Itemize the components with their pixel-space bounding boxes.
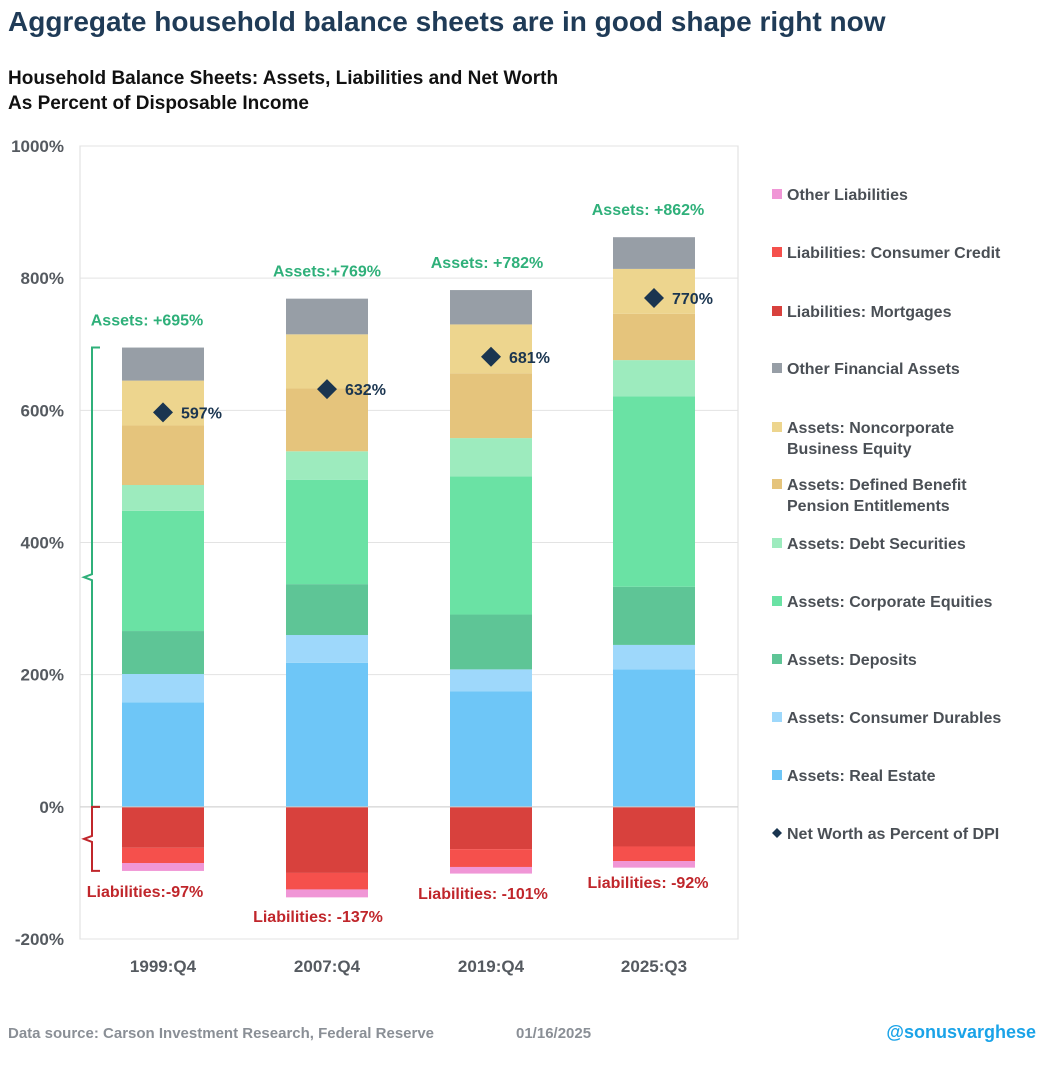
y-tick-label: 1000% — [11, 137, 64, 156]
legend-label: Assets: Debt Securities — [787, 536, 966, 553]
net-worth-label: 597% — [181, 405, 222, 422]
legend-swatch — [772, 189, 782, 199]
net-worth-label: 681% — [509, 350, 550, 367]
liabilities-total-label: Liabilities: -137% — [253, 909, 383, 926]
net-worth-label: 770% — [672, 291, 713, 308]
bar-segment — [613, 669, 695, 807]
legend-swatch — [772, 363, 782, 373]
bar-segment — [122, 847, 204, 864]
bar-segment — [613, 846, 695, 862]
legend-label: Liabilities: Consumer Credit — [787, 245, 1001, 262]
legend-swatch — [772, 712, 782, 722]
bar-segment — [122, 510, 204, 632]
bar-segment — [286, 451, 368, 480]
legend-swatch — [772, 247, 782, 257]
y-tick-label: 800% — [21, 269, 64, 288]
legend-swatch — [772, 538, 782, 548]
legend-swatch — [772, 770, 782, 780]
bar-segment — [286, 584, 368, 636]
legend-swatch-diamond — [772, 828, 782, 838]
page-headline: Aggregate household balance sheets are i… — [8, 6, 886, 37]
legend-label: Assets: Corporate Equities — [787, 594, 992, 611]
legend-label: Liabilities: Mortgages — [787, 304, 952, 321]
bar-segment — [122, 806, 204, 848]
liabilities-total-label: Liabilities:-97% — [87, 884, 203, 901]
net-worth-label: 632% — [345, 382, 386, 399]
bar-segment — [450, 866, 532, 874]
net-worth-marker — [644, 287, 664, 308]
assets-total-label: Assets: +695% — [91, 313, 204, 330]
bar-segment — [122, 485, 204, 511]
legend-label: Assets: Real Estate — [787, 768, 936, 785]
bar-segment — [122, 631, 204, 675]
bar-segment — [613, 396, 695, 587]
bar-segment — [450, 290, 532, 325]
y-tick-label: -200% — [15, 930, 64, 949]
legend-swatch — [772, 422, 782, 432]
bar-segment — [286, 298, 368, 335]
assets-total-label: Assets: +782% — [431, 255, 544, 272]
bar-segment — [613, 586, 695, 645]
legend-label: Other Financial Assets — [787, 361, 960, 378]
bar-segment — [450, 373, 532, 439]
bar-segment — [286, 889, 368, 898]
bar-segment — [122, 702, 204, 807]
bar-segment — [613, 237, 695, 269]
bar-segment — [286, 479, 368, 585]
legend-swatch — [772, 306, 782, 316]
bar-segment — [613, 806, 695, 847]
bar-segment — [122, 863, 204, 871]
bar-segment — [613, 861, 695, 868]
bar-segment — [286, 662, 368, 807]
assets-total-label: Assets:+769% — [273, 264, 381, 281]
chart-subtitle-line-1: Household Balance Sheets: Assets, Liabil… — [8, 68, 559, 89]
bar-segment — [450, 806, 532, 850]
chart-subtitle-line-2: As Percent of Disposable Income — [8, 93, 309, 114]
data-source-note: Data source: Carson Investment Research,… — [8, 1025, 435, 1042]
bar-segment — [450, 438, 532, 477]
liabilities-total-label: Liabilities: -92% — [588, 875, 709, 892]
bar-segment — [613, 313, 695, 361]
bar-segment — [450, 849, 532, 867]
legend-label: Net Worth as Percent of DPI — [787, 826, 999, 843]
bar-segment — [613, 644, 695, 670]
bar-segment — [613, 360, 695, 397]
balance-sheet-chart: -200% 0% 200% 400% 600% 800% 1000% 1999:Q4 2007:… — [11, 137, 1001, 976]
y-tick-label: 600% — [21, 401, 64, 420]
bar-segment — [286, 806, 368, 873]
bar-segment — [286, 872, 368, 890]
chart-subtitle: Household Balance Sheets: Assets, Liabil… — [8, 66, 558, 116]
bar-segment — [122, 674, 204, 703]
net-worth-marker — [481, 346, 501, 367]
bar-segment — [286, 635, 368, 663]
bar-segment — [450, 476, 532, 615]
legend-swatch — [772, 596, 782, 606]
legend-label: Other Liabilities — [787, 187, 908, 204]
liabilities-brace — [81, 805, 100, 872]
legend-label: Assets: Consumer Durables — [787, 710, 1001, 727]
bar-segment — [450, 614, 532, 670]
legend-label: Assets: Defined Benefit Pension Entitleme… — [787, 477, 967, 515]
data-date: 01/16/2025 — [516, 1025, 592, 1042]
net-worth-marker — [153, 402, 173, 423]
assets-total-label: Assets: +862% — [592, 202, 705, 219]
bar-segment — [450, 669, 532, 692]
y-tick-label: 0% — [39, 798, 64, 817]
legend-swatch — [772, 654, 782, 664]
bar-segment — [122, 425, 204, 486]
y-tick-label: 400% — [21, 534, 64, 553]
legend-label: Assets: Deposits — [787, 652, 917, 669]
x-tick-label: 2007:Q4 — [294, 957, 361, 976]
x-tick-label: 2025:Q3 — [621, 957, 687, 976]
x-tick-label: 1999:Q4 — [130, 957, 197, 976]
legend-swatch — [772, 479, 782, 489]
author-handle: @sonusvarghese — [886, 1022, 1036, 1042]
bar-segment — [122, 347, 204, 381]
legend-label: Assets: Noncorporate Business Equity — [787, 420, 954, 458]
y-tick-label: 200% — [21, 666, 64, 685]
bar-segment — [450, 691, 532, 807]
x-tick-label: 2019:Q4 — [458, 957, 525, 976]
liabilities-total-label: Liabilities: -101% — [418, 886, 548, 903]
net-worth-marker — [317, 379, 337, 400]
